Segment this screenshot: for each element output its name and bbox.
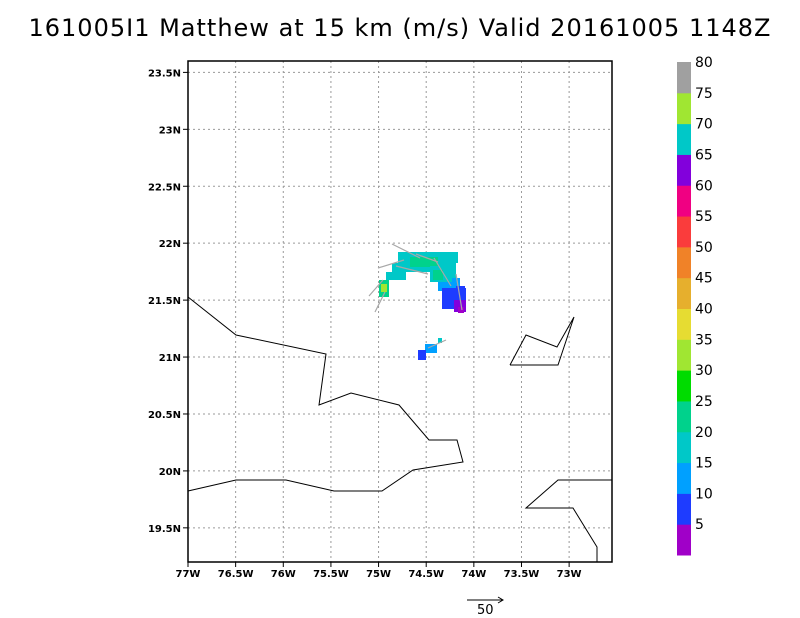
wind-cell xyxy=(425,344,437,353)
colorbar-segment xyxy=(677,277,691,309)
lon-tick-label: 73W xyxy=(557,569,582,580)
colorbar-segment xyxy=(677,308,691,340)
lat-tick-label: 19.5N xyxy=(148,524,181,535)
lat-tick-label: 20N xyxy=(159,467,181,478)
lon-tick-label: 74W xyxy=(461,569,486,580)
lat-tick-label: 23.5N xyxy=(148,68,181,79)
colorbar-segment xyxy=(677,123,691,155)
wind-cell xyxy=(392,263,456,272)
colorbar-label: 45 xyxy=(695,271,713,287)
latitude-ticks: 19.5N 20N 20.5N 21N 21.5N 22N 22.5N 23N 23.5N xyxy=(148,68,188,535)
lon-tick-label: 75.5W xyxy=(313,569,349,580)
colorbar-label: 35 xyxy=(695,332,713,348)
wind-cell xyxy=(456,286,465,295)
colorbar-label: 55 xyxy=(695,209,713,225)
lat-tick-label: 22N xyxy=(159,239,181,250)
colorbar-segment xyxy=(677,524,691,556)
wind-cell xyxy=(438,282,458,291)
colorbar-label: 60 xyxy=(695,178,713,194)
lat-lon-grid xyxy=(188,61,612,562)
wind-cell xyxy=(458,307,464,313)
map-title: 161005I1 Matthew at 15 km (m/s) Valid 20… xyxy=(28,14,772,42)
wind-vector xyxy=(427,339,447,349)
wind-vector xyxy=(374,291,386,313)
wind-vector xyxy=(368,279,384,297)
colorbar-label: 65 xyxy=(695,147,713,163)
colorbar-segment xyxy=(677,216,691,248)
wind-cell xyxy=(433,270,443,280)
lon-tick-label: 76W xyxy=(271,569,296,580)
cuba-coastline xyxy=(187,296,464,492)
lon-tick-label: 75W xyxy=(366,569,391,580)
coastlines xyxy=(187,296,612,562)
colorbar-segment xyxy=(677,62,691,94)
reference-vector: 50 xyxy=(467,596,504,618)
colorbar-label: 20 xyxy=(695,425,713,441)
wind-vector xyxy=(377,259,405,269)
colorbar-segment xyxy=(677,339,691,371)
colorbar-label: 30 xyxy=(695,363,713,379)
colorbar-label: 5 xyxy=(695,517,704,533)
wind-vector xyxy=(433,257,452,287)
colorbar-label: 75 xyxy=(695,86,713,102)
colorbar-segment xyxy=(677,400,691,433)
colorbar-segment xyxy=(677,185,691,217)
colorbar-label: 40 xyxy=(695,302,713,318)
wind-vector xyxy=(415,253,439,263)
colorbar-label: 10 xyxy=(695,486,713,502)
lon-tick-label: 77W xyxy=(176,569,201,580)
longitude-ticks: 77W 76.5W 76W 75.5W 75W 74.5W 74W 73.5W 73W xyxy=(176,562,582,580)
wind-vector xyxy=(391,243,421,259)
colorbar-segment xyxy=(677,493,691,525)
lat-tick-label: 22.5N xyxy=(148,182,181,193)
colorbar-label: 25 xyxy=(695,394,713,410)
colorbar-segment xyxy=(677,92,691,125)
wind-cell xyxy=(386,272,406,280)
wind-cell xyxy=(410,257,438,267)
lat-tick-label: 21N xyxy=(159,353,181,364)
colorbar-segment xyxy=(677,462,691,494)
colorbar-segment xyxy=(677,370,691,402)
wind-cell xyxy=(438,338,442,343)
colorbar-label: 50 xyxy=(695,240,713,256)
colorbar-segment xyxy=(677,431,691,464)
lon-tick-label: 76.5W xyxy=(218,569,254,580)
colorbar-label: 15 xyxy=(695,456,713,472)
colorbar: 5 10 15 20 25 30 35 40 45 50 55 60 65 70 75 80 xyxy=(677,55,713,556)
island-coastline-east xyxy=(509,316,575,366)
colorbar-label: 70 xyxy=(695,117,713,133)
wind-cell xyxy=(418,350,426,360)
wind-vector xyxy=(455,273,463,311)
lon-tick-label: 73.5W xyxy=(504,569,540,580)
wind-cell xyxy=(381,284,387,292)
hispaniola-coastline xyxy=(524,479,612,562)
reference-vector-label: 50 xyxy=(477,603,494,618)
plot-frame xyxy=(187,60,613,563)
wind-cell xyxy=(452,278,460,286)
colorbar-label: 80 xyxy=(695,55,713,71)
lat-tick-label: 23N xyxy=(159,125,181,136)
lon-tick-label: 74.5W xyxy=(408,569,444,580)
lat-tick-label: 21.5N xyxy=(148,296,181,307)
wind-field xyxy=(368,243,466,360)
colorbar-segment xyxy=(677,246,691,279)
lat-tick-label: 20.5N xyxy=(148,410,181,421)
colorbar-segment xyxy=(677,154,691,186)
wind-vector xyxy=(395,265,429,275)
